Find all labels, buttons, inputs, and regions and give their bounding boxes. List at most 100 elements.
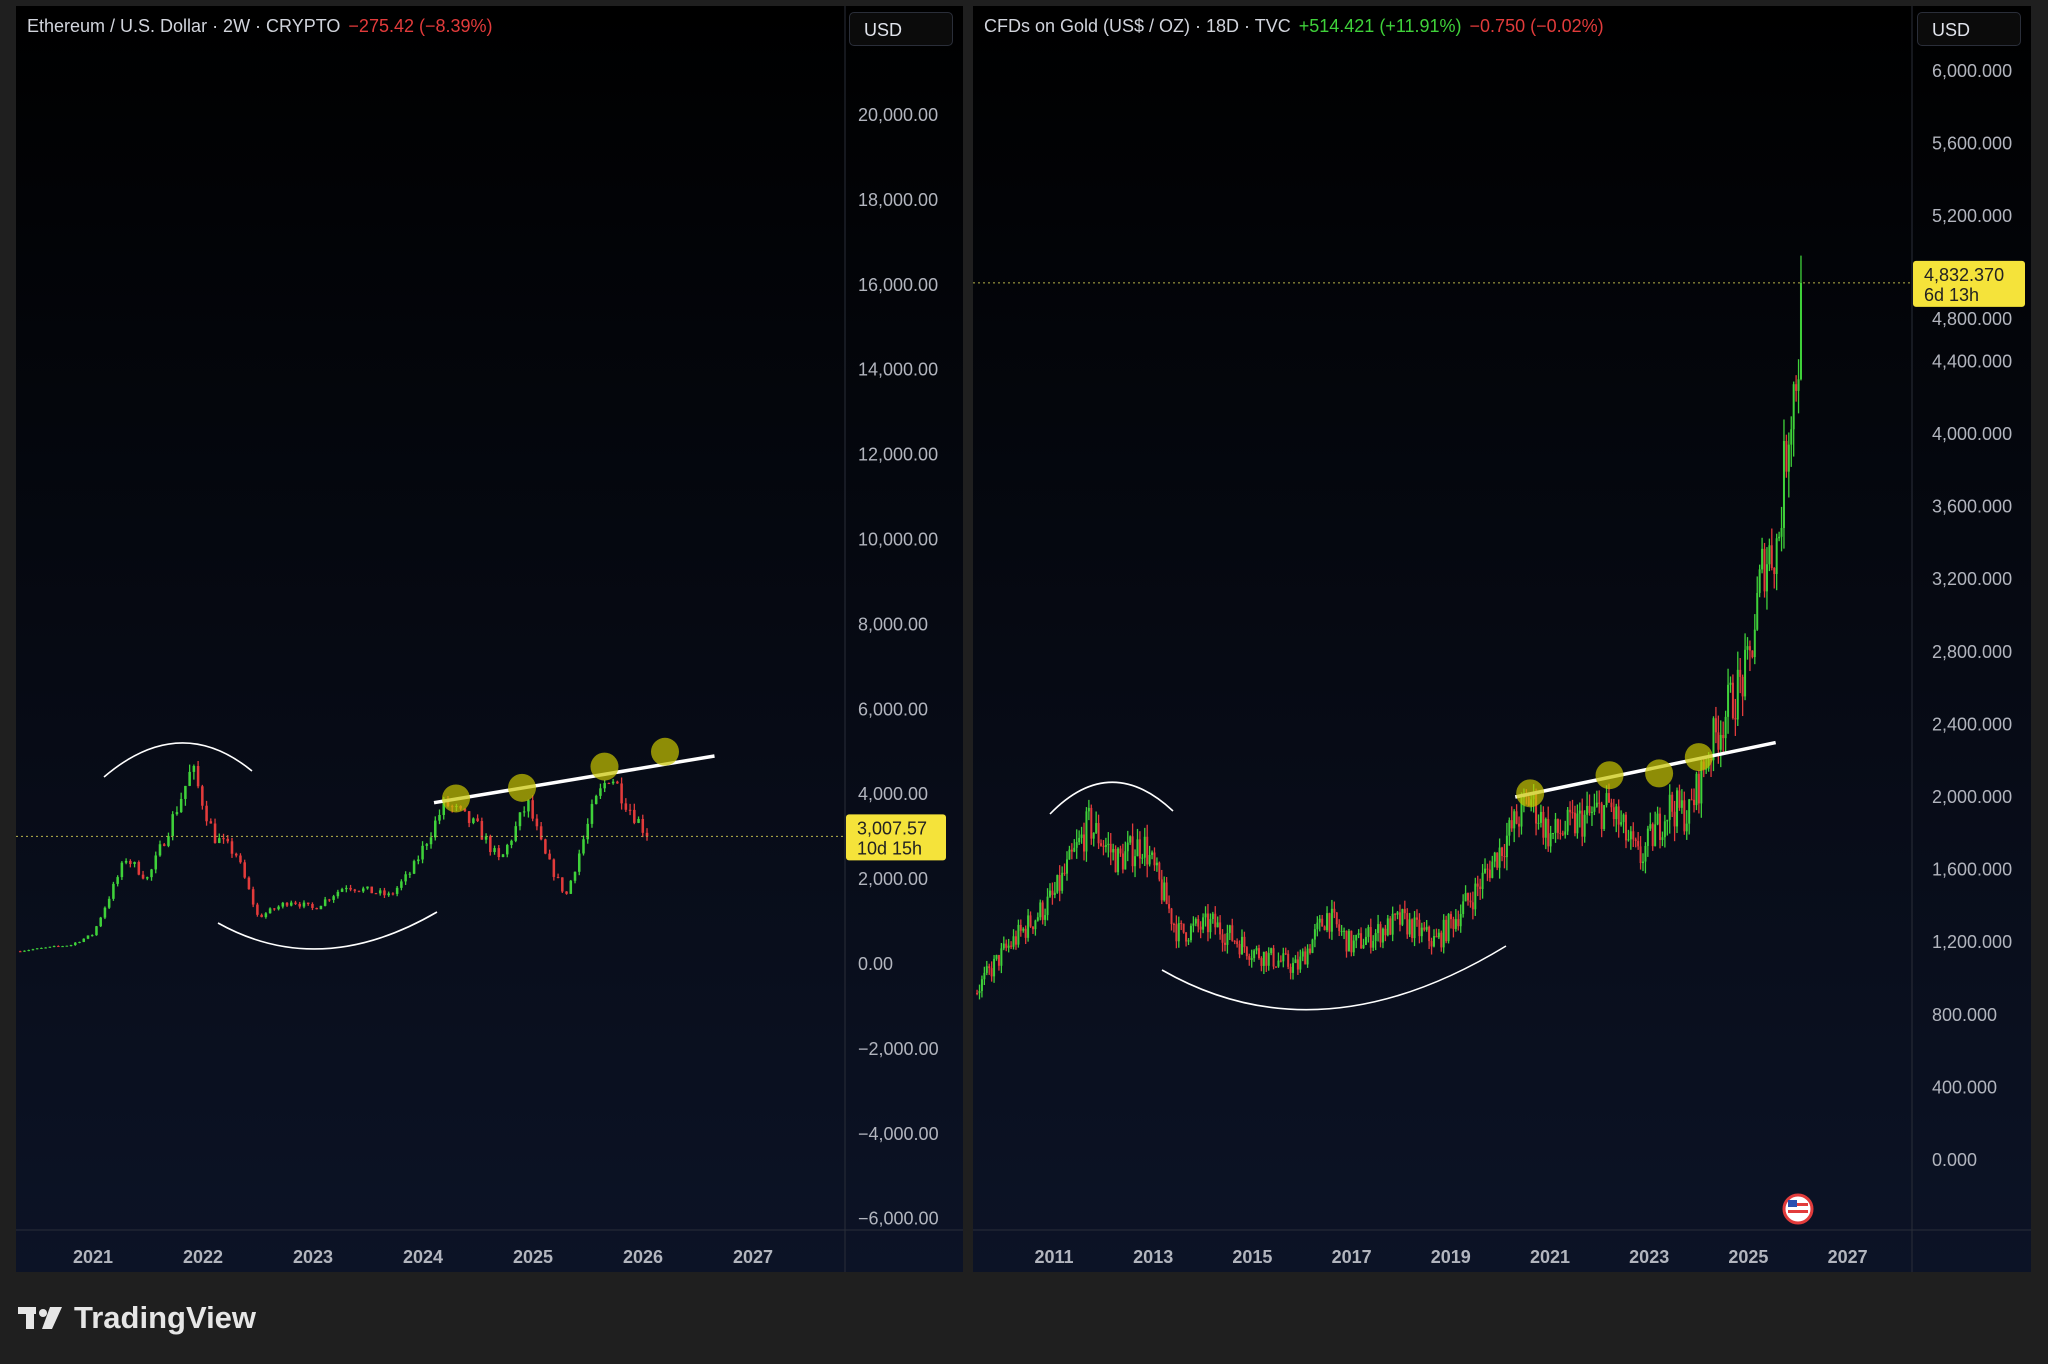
gold-candle [1454, 909, 1457, 932]
gold-candle [1206, 904, 1209, 942]
gold-candle [1712, 716, 1715, 772]
gold-candle [1578, 802, 1581, 828]
gold-candle [1449, 911, 1452, 929]
gold-candle [1505, 822, 1508, 871]
gold-candle [1243, 931, 1246, 953]
eth-candle [412, 859, 416, 875]
eth-candle [192, 764, 196, 780]
gold-candle [1075, 829, 1078, 859]
eth-currency-button[interactable]: USD [849, 12, 953, 46]
gold-candle [1000, 942, 1003, 974]
gold-candle [1165, 877, 1168, 905]
gold-candle [1510, 806, 1513, 832]
eth-candle [222, 833, 225, 844]
gold-candle [1722, 721, 1725, 754]
eth-x-tick-label: 2022 [183, 1247, 223, 1267]
gold-candle [1770, 528, 1773, 571]
eth-candle [319, 905, 323, 910]
gold-panel[interactable] [973, 6, 2031, 1272]
tradingview-logo[interactable]: TradingView [18, 1300, 256, 1336]
gold-candle [1323, 925, 1326, 931]
eth-candle [395, 886, 399, 897]
gold-y-tick-label: 4,800.000 [1932, 309, 2012, 329]
eth-candle [78, 941, 81, 944]
gold-currency-button[interactable]: USD [1917, 12, 2021, 46]
gold-candle [1065, 851, 1068, 881]
gold-candle [1673, 800, 1676, 842]
us-flag-icon[interactable] [1782, 1193, 1814, 1225]
gold-candle [1223, 933, 1226, 952]
eth-candle [57, 945, 60, 948]
gold-touch-marker[interactable] [1595, 761, 1624, 790]
gold-candle [1610, 798, 1613, 813]
gold-candle [1180, 920, 1183, 931]
eth-candle [69, 944, 73, 947]
gold-candle [1121, 843, 1124, 874]
gold-touch-marker[interactable] [1684, 743, 1713, 772]
gold-candle [1544, 817, 1547, 850]
gold-candle [1736, 651, 1739, 726]
gold-touch-marker[interactable] [1645, 759, 1674, 788]
eth-candle [527, 799, 530, 818]
gold-trendline[interactable] [1514, 740, 1777, 799]
eth-candle [23, 950, 26, 952]
gold-candle [1202, 913, 1205, 934]
gold-candle [1148, 845, 1151, 867]
gold-candle [1092, 832, 1095, 847]
gold-legend[interactable]: CFDs on Gold (US$ / OZ) · 18D · TVC +514.… [984, 16, 1612, 37]
gold-x-tick-label: 2023 [1629, 1247, 1669, 1267]
eth-candle [370, 886, 374, 894]
gold-candle [1277, 952, 1280, 968]
eth-candle [514, 821, 518, 843]
gold-candle [1350, 930, 1353, 957]
gold-candle [1275, 966, 1278, 968]
eth-candle [400, 879, 403, 891]
gold-candle [1462, 894, 1465, 918]
eth-candle [599, 783, 602, 799]
gold-candle [1668, 784, 1671, 834]
gold-candle [1168, 895, 1171, 914]
eth-candle [40, 947, 43, 949]
gold-candle [1566, 807, 1569, 836]
gold-candle [1588, 794, 1591, 816]
gold-candle [1753, 614, 1756, 665]
eth-candle [531, 795, 534, 822]
gold-candle [1644, 842, 1647, 874]
gold-bottom-arc [1161, 945, 1507, 1011]
gold-y-tick-label: 3,600.000 [1932, 497, 2012, 517]
gold-candle [1284, 947, 1287, 956]
gold-candle [1656, 806, 1659, 826]
eth-candle [577, 849, 581, 876]
eth-candle [510, 839, 513, 849]
gold-candle [1493, 851, 1496, 868]
gold-candle [1309, 944, 1312, 955]
gold-candle [1294, 955, 1297, 964]
gold-candle [1155, 857, 1158, 872]
eth-legend[interactable]: Ethereum / U.S. Dollar · 2W · CRYPTO −275… [27, 16, 501, 37]
eth-touch-marker[interactable] [590, 752, 619, 781]
eth-candle [573, 871, 577, 884]
gold-candle [1598, 790, 1601, 814]
gold-candle [1014, 930, 1017, 950]
gold-touch-marker[interactable] [1516, 779, 1545, 808]
eth-y-tick-label: 6,000.00 [858, 699, 928, 719]
eth-touch-marker[interactable] [651, 737, 679, 766]
eth-candle [285, 902, 289, 908]
eth-touch-marker[interactable] [442, 784, 470, 813]
eth-candle [522, 806, 526, 817]
gold-candle [1398, 904, 1401, 932]
gold-candle [1340, 924, 1343, 936]
gold-candle [1119, 845, 1122, 857]
gold-candle [1262, 951, 1265, 974]
gold-candle [1311, 938, 1314, 954]
eth-touch-marker[interactable] [508, 773, 536, 802]
gold-candle [1430, 937, 1433, 955]
gold-y-tick-label: 0.000 [1932, 1150, 1977, 1170]
gold-candle [1216, 916, 1219, 928]
gold-candle [1056, 874, 1059, 894]
eth-panel[interactable] [16, 6, 963, 1272]
eth-candle [349, 884, 352, 892]
gold-candle [1600, 801, 1603, 838]
eth-candle [82, 938, 86, 943]
gold-candle [1590, 806, 1593, 826]
